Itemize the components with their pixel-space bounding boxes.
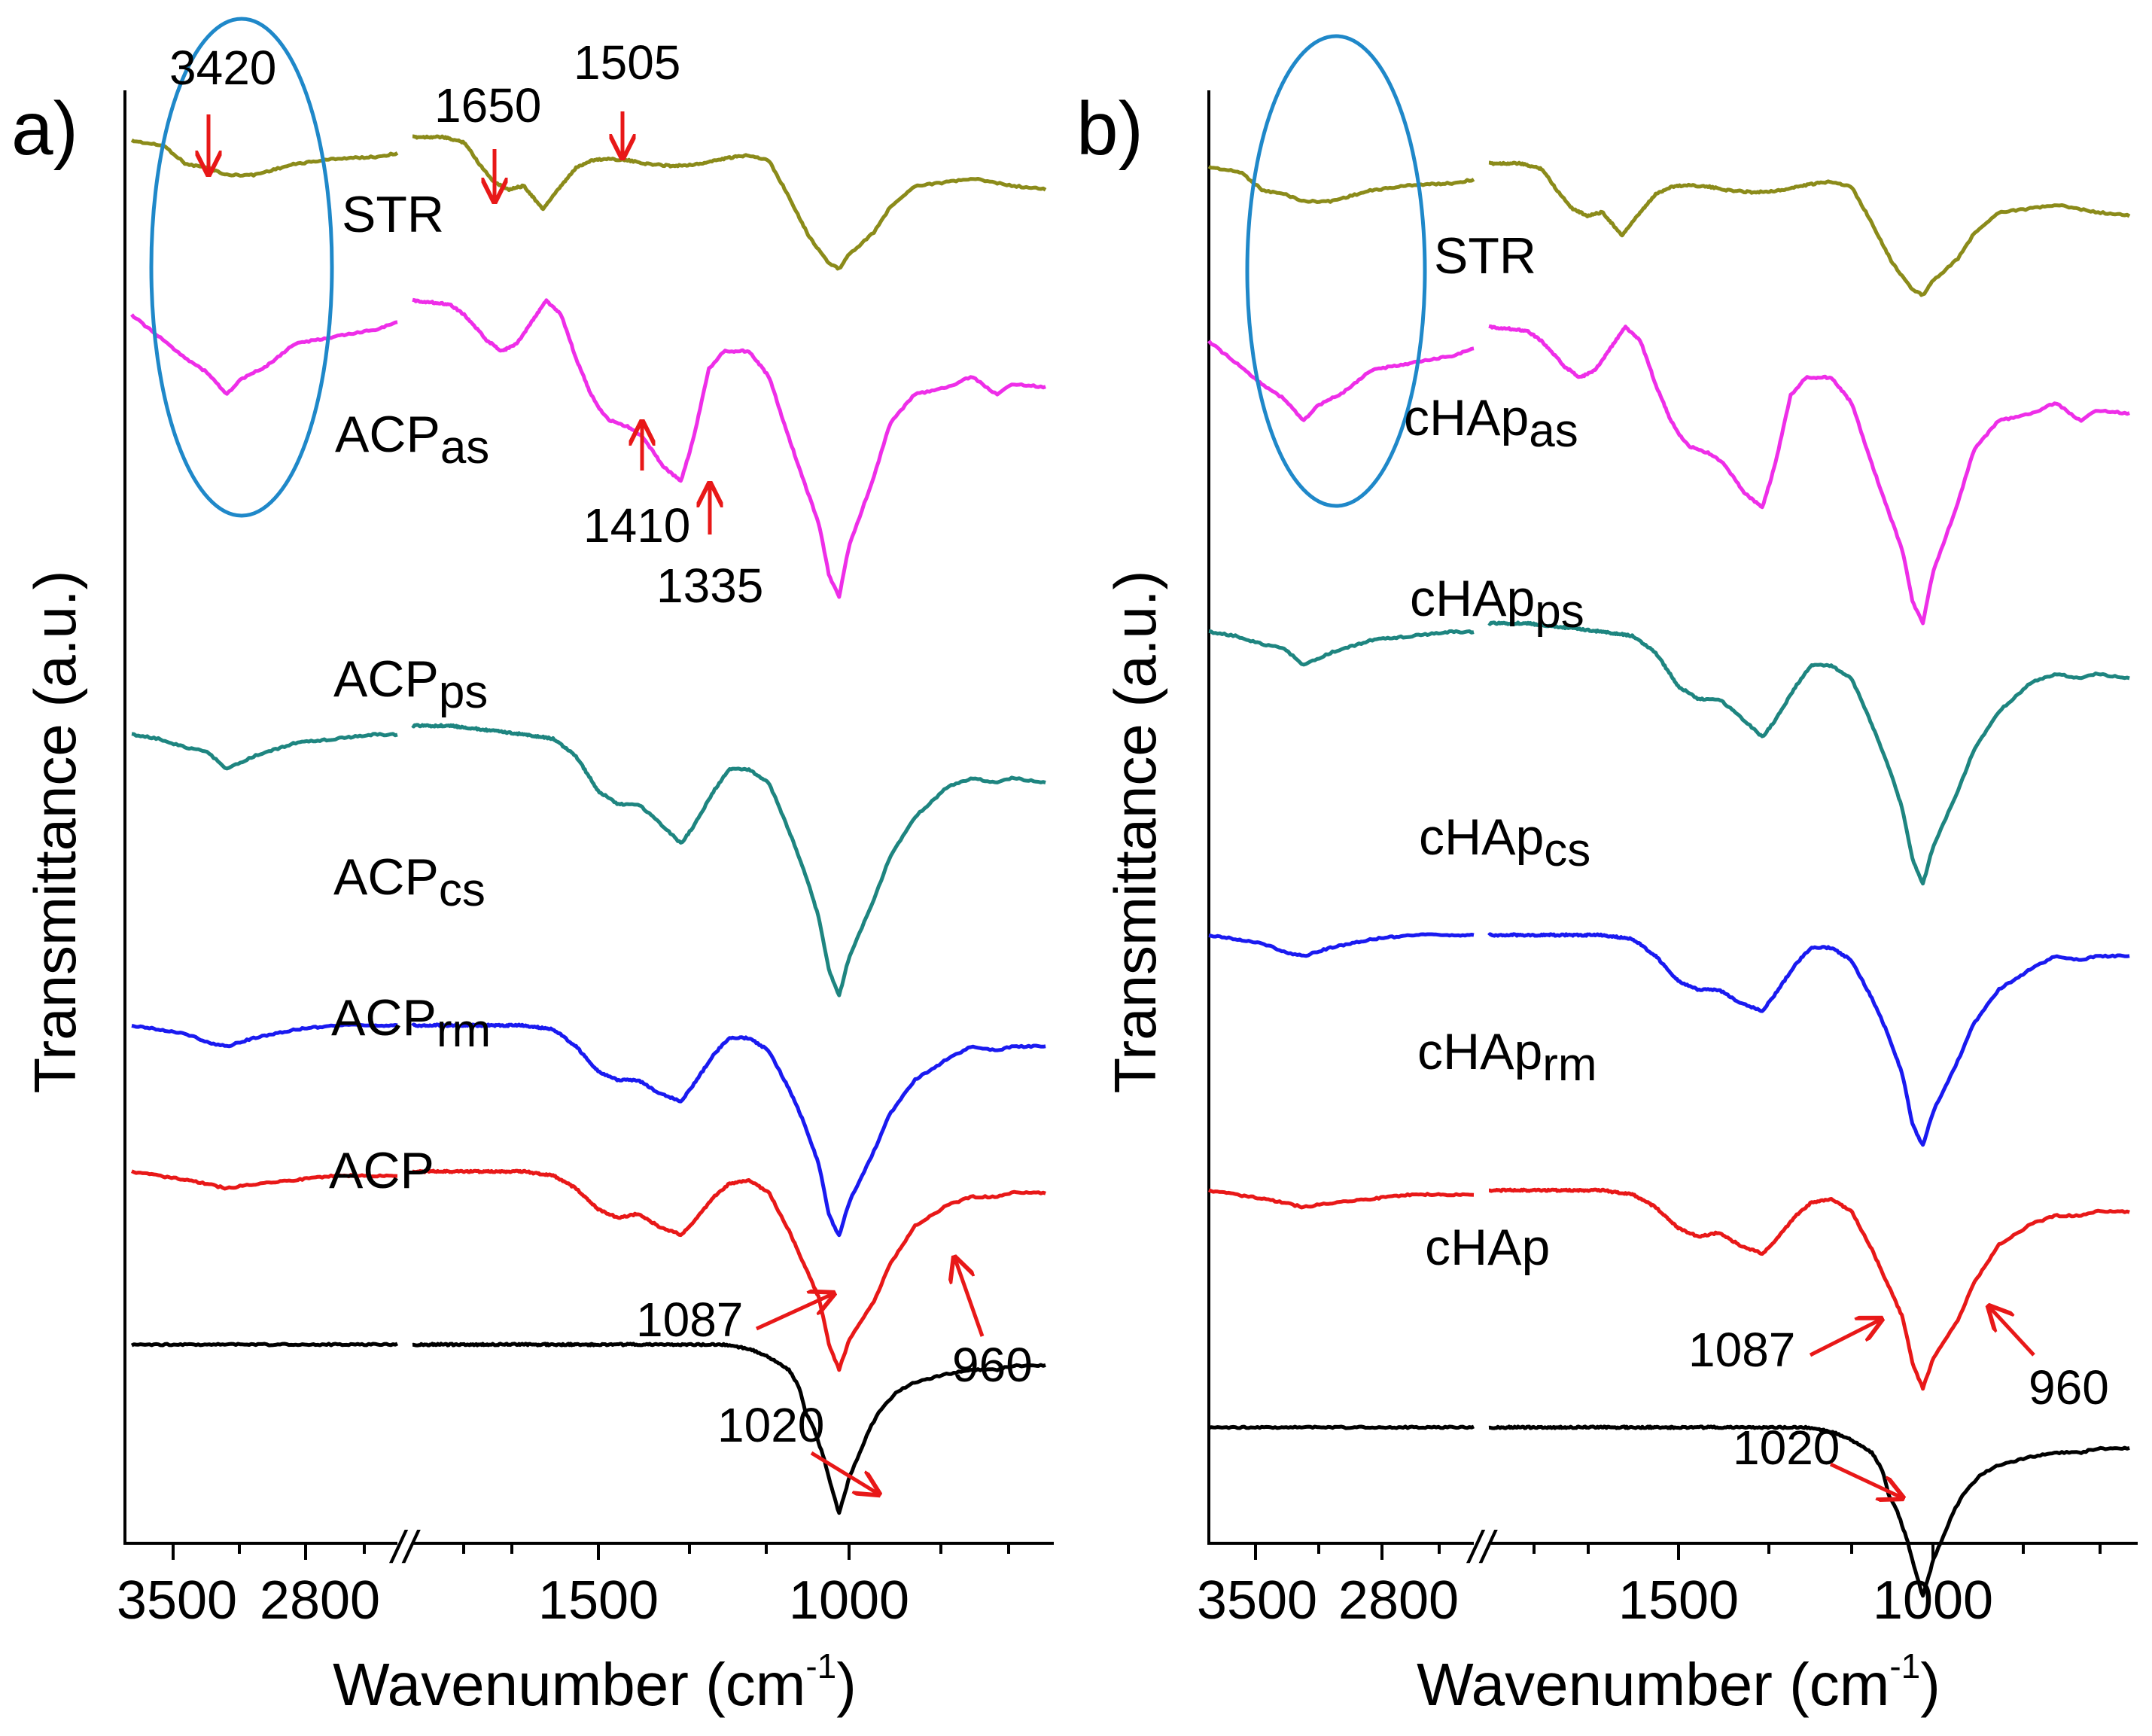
series-label-chap-b: cHAp — [1425, 1219, 1550, 1276]
curve-acp-a-high-wavenumber — [130, 1342, 399, 1348]
annotations-b: 1087 960 1020 — [1688, 1306, 2109, 1498]
annotations-a: 3420 1650 1505 1410 1335 1087 960 1020 — [169, 35, 1033, 1494]
x-tick-label-1000-b: 1000 — [1873, 1570, 1993, 1631]
curves-b — [1207, 160, 2131, 1598]
curve-acprm-a-high-wavenumber — [130, 1169, 398, 1191]
curve-chapas-b-fingerprint — [1488, 324, 2130, 626]
x-axis-label-a: Wavenumber (cm-1) — [333, 1646, 857, 1718]
arrow-960-b — [1989, 1306, 2035, 1357]
series-label-chapcs-b: cHApcs — [1419, 809, 1590, 876]
x-tick-label-2800-b: 2800 — [1338, 1570, 1459, 1631]
curve-str-a-high-wavenumber — [130, 138, 399, 178]
curve-acprm-a-fingerprint — [412, 1168, 1046, 1372]
arrow-1087-a — [755, 1293, 834, 1331]
arrow-1087-b — [1809, 1319, 1882, 1357]
series-label-acprm-a: ACPrm — [331, 989, 491, 1057]
x-axis-label-b: Wavenumber (cm-1) — [1417, 1646, 1940, 1718]
annotation-960-a: 960 — [952, 1338, 1033, 1392]
curve-chap-b-high-wavenumber — [1207, 1424, 1475, 1430]
series-label-chapps-b: cHApps — [1410, 570, 1584, 638]
annotation-1020-a: 1020 — [717, 1398, 824, 1452]
series-label-acpcs-a: ACPcs — [333, 848, 485, 916]
x-tick-label-1500-b: 1500 — [1618, 1570, 1739, 1631]
curves-a — [130, 134, 1047, 1515]
curve-chapas-b-high-wavenumber — [1207, 340, 1475, 422]
curve-str-b-fingerprint — [1488, 160, 2131, 297]
axis-break-a: // — [388, 1522, 421, 1573]
curve-acpcs-a-high-wavenumber — [131, 1022, 398, 1049]
y-axis-label-a: Transmittance (a.u.) — [22, 571, 88, 1094]
x-tick-label-1500-a: 1500 — [538, 1570, 659, 1631]
curve-acpps-a-high-wavenumber — [131, 732, 398, 771]
curve-chaprm-b-fingerprint — [1488, 1187, 2130, 1391]
annotation-1335-a: 1335 — [656, 559, 763, 613]
series-label-acpps-a: ACPps — [333, 650, 488, 718]
x-tick-label-1000-a: 1000 — [789, 1570, 909, 1631]
annotation-3420-a: 3420 — [169, 41, 276, 95]
arrow-1020-b — [1829, 1462, 1903, 1498]
arrow-960-a — [954, 1257, 985, 1337]
panel-b: b) Transmittance (a.u.) // 3500 2800 150… — [1076, 34, 2138, 1718]
series-label-chapas-b: cHApas — [1404, 389, 1578, 457]
annotation-1020-b: 1020 — [1733, 1421, 1840, 1475]
curve-chapps-b-fingerprint — [1487, 620, 2130, 886]
panel-a: a) Transmittance (a.u.) // 3500 2800 150… — [11, 17, 1054, 1718]
y-axis-label-b: Transmittance (a.u.) — [1102, 571, 1168, 1094]
curve-chaprm-b-high-wavenumber — [1207, 1188, 1475, 1210]
x-ticks-a — [172, 1543, 1010, 1560]
x-tick-label-2800-a: 2800 — [260, 1570, 380, 1631]
series-label-acp-a: ACP — [329, 1142, 434, 1199]
curve-acpas-a-high-wavenumber — [130, 313, 398, 396]
x-tick-label-3500-a: 3500 — [117, 1570, 237, 1631]
axis-break-b: // — [1466, 1522, 1498, 1573]
curve-chap-b-fingerprint — [1488, 1424, 2130, 1598]
curve-str-b-high-wavenumber — [1207, 164, 1475, 204]
annotation-1410-a: 1410 — [583, 498, 690, 553]
annotation-1087-a: 1087 — [636, 1293, 743, 1347]
annotation-1505-a: 1505 — [574, 35, 680, 90]
series-label-str-b: STR — [1434, 227, 1536, 285]
panel-label-a: a) — [11, 87, 78, 171]
curve-str-a-fingerprint — [412, 134, 1047, 271]
arrow-1020-a — [810, 1451, 879, 1494]
series-label-str-a: STR — [342, 186, 444, 243]
panel-label-b: b) — [1076, 87, 1143, 171]
annotation-960-b: 960 — [2029, 1360, 2109, 1415]
highlight-ellipse-b — [1245, 34, 1427, 508]
curve-acpas-a-fingerprint — [412, 297, 1046, 599]
series-label-chaprm-b: cHAprm — [1417, 1023, 1597, 1091]
curve-chapcs-b-high-wavenumber — [1208, 932, 1475, 958]
curve-chapcs-b-fingerprint — [1487, 932, 2130, 1147]
curve-chapps-b-high-wavenumber — [1208, 629, 1475, 667]
curve-acpps-a-fingerprint — [411, 723, 1046, 997]
x-ticks-b — [1254, 1543, 2102, 1560]
highlight-ellipse-a — [149, 17, 334, 518]
series-label-acpas-a: ACPas — [335, 406, 489, 474]
curve-acp-a-fingerprint — [412, 1342, 1046, 1515]
annotation-1650-a: 1650 — [434, 78, 541, 132]
x-tick-label-3500-b: 3500 — [1197, 1570, 1317, 1631]
curve-acpcs-a-fingerprint — [411, 1022, 1046, 1238]
annotation-1087-b: 1087 — [1688, 1323, 1795, 1377]
